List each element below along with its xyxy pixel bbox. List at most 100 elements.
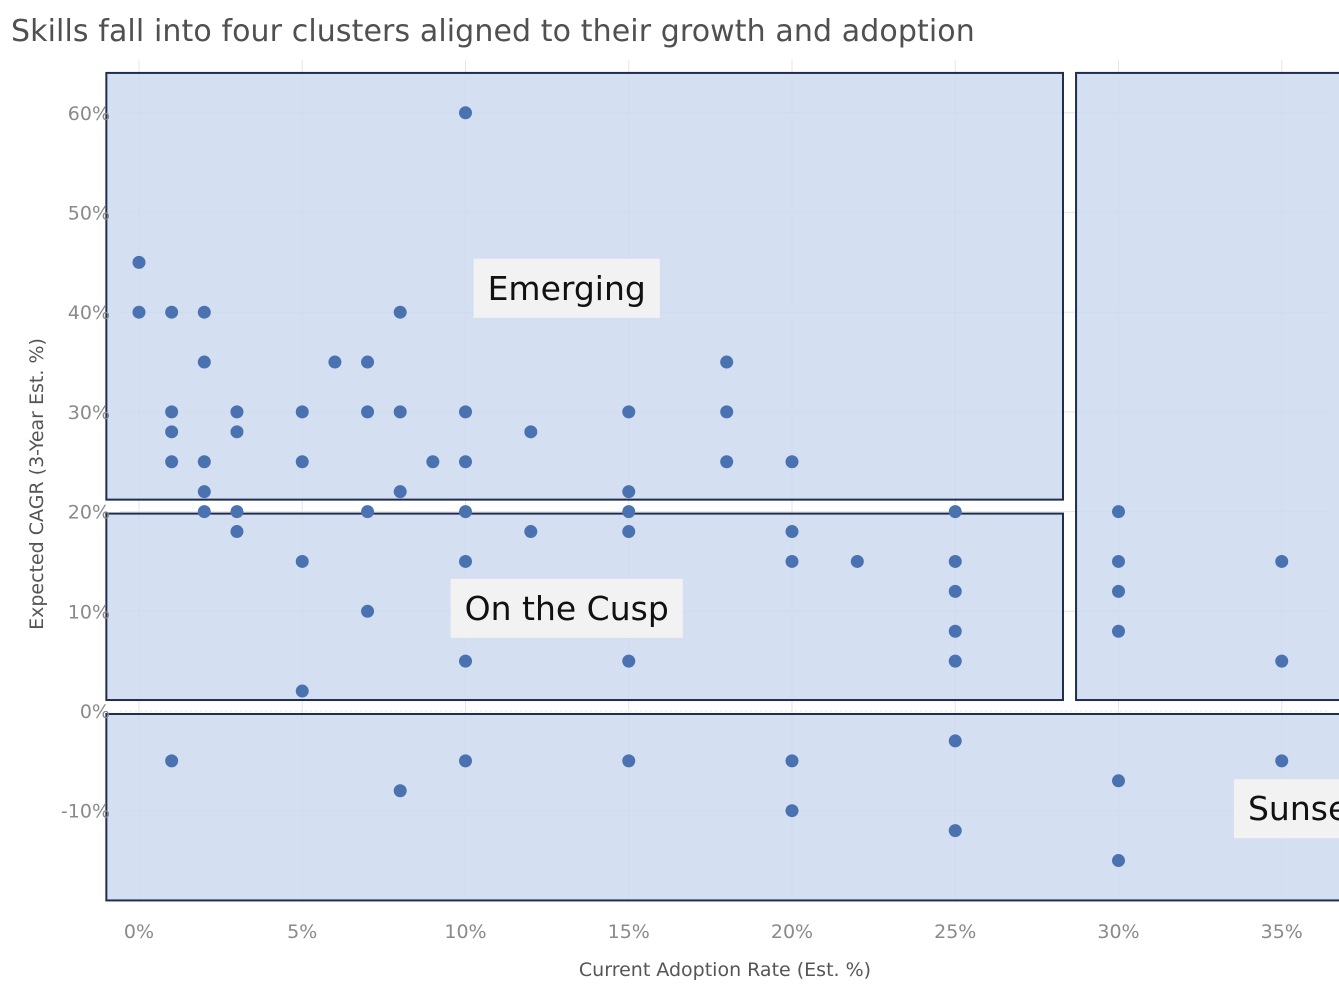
data-point <box>459 554 472 568</box>
cluster-region-sunset <box>105 712 1339 902</box>
data-point <box>785 554 799 568</box>
data-points <box>132 106 1289 868</box>
data-point <box>1275 554 1289 568</box>
x-tick-label: 20% <box>771 921 813 943</box>
data-point <box>361 405 375 419</box>
data-point <box>393 305 407 319</box>
cluster-region-table-stakes <box>1075 71 1339 702</box>
data-point <box>295 455 309 469</box>
data-point <box>1275 654 1289 668</box>
data-point <box>459 455 472 469</box>
data-point <box>948 734 962 748</box>
data-point <box>426 455 440 469</box>
data-point <box>197 505 211 519</box>
data-point <box>132 305 146 319</box>
data-point <box>197 485 211 499</box>
cluster-label-emerging: Emerging <box>473 258 660 318</box>
data-point <box>165 455 179 469</box>
data-point <box>361 604 375 618</box>
cluster-label-box <box>1233 779 1339 839</box>
data-point <box>197 305 211 319</box>
data-point <box>524 425 538 439</box>
data-point <box>622 405 636 419</box>
data-point <box>1275 754 1289 768</box>
x-axis-ticks: 0%5%10%15%20%25%30%35%40%45%50%55%60%65%… <box>124 921 1303 943</box>
y-tick-label: 10% <box>68 601 110 623</box>
cluster-label-box <box>473 258 660 318</box>
cluster-label-text: Emerging <box>488 269 646 308</box>
data-point <box>622 505 636 519</box>
data-point <box>393 784 407 798</box>
data-point <box>328 355 342 369</box>
data-point <box>948 824 962 838</box>
data-point <box>720 355 734 369</box>
data-point <box>785 525 799 539</box>
data-point <box>132 255 146 269</box>
data-point <box>1112 854 1125 868</box>
data-point <box>948 624 962 638</box>
y-tick-label: 40% <box>68 302 110 324</box>
data-point <box>393 485 407 499</box>
data-point <box>1112 584 1125 598</box>
data-point <box>459 654 472 668</box>
data-point <box>785 804 799 818</box>
data-point <box>1112 505 1125 519</box>
data-point <box>1112 624 1125 638</box>
y-tick-label: 30% <box>68 402 110 424</box>
cluster-label-text: On the Cusp <box>465 589 669 628</box>
data-point <box>165 754 179 768</box>
x-tick-label: 5% <box>287 921 317 943</box>
data-point <box>1112 774 1125 788</box>
data-point <box>197 355 211 369</box>
data-point <box>393 405 407 419</box>
data-point <box>524 525 538 539</box>
data-point <box>230 425 244 439</box>
data-point <box>230 525 244 539</box>
data-point <box>948 554 962 568</box>
x-tick-label: 35% <box>1261 921 1303 943</box>
data-point <box>785 754 799 768</box>
cluster-regions <box>105 71 1339 902</box>
chart-title: Skills fall into four clusters aligned t… <box>11 14 975 49</box>
data-point <box>622 525 636 539</box>
x-tick-label: 0% <box>124 921 154 943</box>
data-point <box>459 405 472 419</box>
data-point <box>948 654 962 668</box>
cluster-label-on-the-cusp: On the Cusp <box>450 578 683 638</box>
data-point <box>459 505 472 519</box>
data-point <box>622 754 636 768</box>
data-point <box>459 106 472 120</box>
data-point <box>295 554 309 568</box>
data-point <box>165 425 179 439</box>
data-point <box>720 405 734 419</box>
y-tick-label: 20% <box>68 502 110 524</box>
y-tick-label: 60% <box>68 103 110 125</box>
data-point <box>948 505 962 519</box>
x-tick-label: 10% <box>444 921 486 943</box>
data-point <box>165 405 179 419</box>
y-tick-label: 0% <box>80 701 110 723</box>
data-point <box>785 455 799 469</box>
data-point <box>948 584 962 598</box>
data-point <box>622 654 636 668</box>
y-tick-label: 50% <box>68 203 110 225</box>
x-tick-label: 25% <box>934 921 976 943</box>
cluster-label-box <box>450 578 683 638</box>
x-tick-label: 30% <box>1097 921 1139 943</box>
y-axis-label: Expected CAGR (3-Year Est. %) <box>26 338 48 630</box>
data-point <box>295 405 309 419</box>
data-point <box>230 505 244 519</box>
cluster-label-sunset: Sunset <box>1233 779 1339 839</box>
data-point <box>361 355 375 369</box>
data-point <box>622 485 636 499</box>
data-point <box>459 754 472 768</box>
data-point <box>165 305 179 319</box>
data-point <box>197 455 211 469</box>
data-point <box>850 554 864 568</box>
y-tick-label: -10% <box>61 801 110 823</box>
data-point <box>1112 554 1125 568</box>
y-axis-ticks: -10% 0% 10% 20% 30% 40% 50% 60% <box>61 103 110 823</box>
data-point <box>720 455 734 469</box>
